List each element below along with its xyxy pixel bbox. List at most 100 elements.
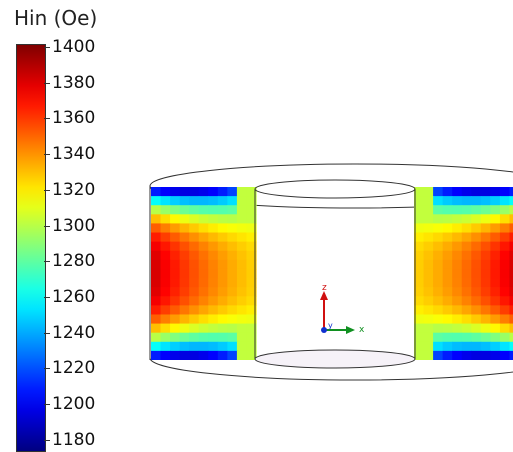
field-cell bbox=[433, 314, 444, 325]
field-cell bbox=[151, 205, 162, 215]
field-cell bbox=[179, 323, 190, 334]
field-cell bbox=[189, 214, 200, 225]
field-cell bbox=[461, 268, 472, 279]
z-arrowhead bbox=[320, 291, 328, 300]
field-cell bbox=[170, 232, 181, 243]
field-cell bbox=[217, 332, 228, 343]
field-cell bbox=[509, 214, 513, 225]
field-cell bbox=[246, 259, 257, 270]
field-cell bbox=[246, 232, 257, 243]
colorbar-tick-mark bbox=[44, 368, 50, 370]
field-cell bbox=[198, 187, 209, 197]
field-cell bbox=[208, 278, 219, 288]
field-cell bbox=[236, 305, 248, 316]
field-cell bbox=[461, 196, 472, 206]
field-cell bbox=[160, 214, 171, 225]
field-cell bbox=[414, 268, 425, 279]
field-cell bbox=[236, 241, 248, 252]
field-cell bbox=[490, 205, 501, 215]
field-cell bbox=[433, 341, 444, 352]
field-cell bbox=[461, 350, 472, 360]
field-cell bbox=[423, 241, 434, 252]
y-axis-label: y bbox=[328, 321, 333, 330]
colorbar-tick-label: 1360 bbox=[52, 108, 96, 129]
field-cell bbox=[189, 268, 200, 279]
field-cell bbox=[423, 278, 434, 288]
field-cell bbox=[227, 187, 238, 197]
field-cell bbox=[170, 187, 181, 197]
field-cell bbox=[490, 241, 501, 252]
field-cell bbox=[461, 341, 472, 352]
field-cell bbox=[442, 278, 453, 288]
field-cell bbox=[160, 314, 171, 325]
field-cell bbox=[217, 314, 228, 325]
field-cell bbox=[170, 287, 181, 297]
field-cell bbox=[179, 187, 190, 197]
field-cell bbox=[208, 323, 219, 334]
field-cell bbox=[236, 314, 248, 325]
field-cell bbox=[170, 314, 181, 325]
field-cell bbox=[499, 241, 511, 252]
field-cell bbox=[423, 296, 434, 306]
field-cell bbox=[414, 332, 425, 343]
field-cell bbox=[480, 350, 491, 360]
field-cell bbox=[461, 205, 472, 215]
field-cell bbox=[236, 332, 248, 343]
field-cell bbox=[170, 350, 181, 360]
field-cell bbox=[160, 323, 171, 334]
field-cell bbox=[151, 332, 162, 343]
field-cell bbox=[442, 268, 453, 279]
colorbar-tick-label: 1340 bbox=[52, 144, 96, 165]
colorbar-tick-label: 1180 bbox=[52, 429, 96, 450]
colorbar-tick-mark bbox=[44, 261, 50, 263]
field-cell bbox=[151, 250, 162, 261]
field-cell bbox=[442, 332, 453, 343]
field-cell bbox=[414, 314, 425, 325]
field-cell bbox=[480, 332, 491, 343]
field-cell bbox=[471, 250, 482, 261]
field-cell bbox=[433, 196, 444, 206]
field-cell bbox=[433, 278, 444, 288]
field-cell bbox=[471, 205, 482, 215]
field-cell bbox=[414, 250, 425, 261]
field-cell bbox=[490, 196, 501, 206]
field-cell bbox=[509, 278, 513, 288]
field-cell bbox=[198, 341, 209, 352]
field-cell bbox=[227, 287, 238, 297]
field-cell bbox=[452, 341, 463, 352]
field-cell bbox=[151, 196, 162, 206]
field-cell bbox=[151, 296, 162, 306]
field-cell bbox=[423, 214, 434, 225]
field-cell bbox=[217, 187, 228, 197]
field-cell bbox=[490, 314, 501, 325]
field-cell bbox=[423, 232, 434, 243]
field-cell bbox=[471, 332, 482, 343]
field-cell bbox=[151, 287, 162, 297]
colorbar-tick-mark bbox=[44, 118, 50, 120]
field-cell bbox=[471, 223, 482, 234]
inner-top-ellipse bbox=[254, 179, 416, 199]
field-cell bbox=[217, 350, 228, 360]
inner-bottom-ellipse bbox=[254, 349, 416, 369]
field-cell bbox=[452, 232, 463, 243]
field-cell bbox=[414, 241, 425, 252]
field-cell bbox=[461, 232, 472, 243]
field-cell bbox=[414, 223, 425, 234]
field-cell bbox=[452, 296, 463, 306]
field-cell bbox=[433, 232, 444, 243]
field-cell bbox=[442, 341, 453, 352]
field-cell bbox=[236, 223, 248, 234]
field-cell bbox=[170, 323, 181, 334]
field-cell bbox=[471, 259, 482, 270]
field-cell bbox=[414, 341, 425, 352]
field-cell bbox=[236, 296, 248, 306]
field-cell bbox=[509, 323, 513, 334]
field-cell bbox=[179, 232, 190, 243]
field-cell bbox=[461, 332, 472, 343]
field-cell bbox=[442, 196, 453, 206]
field-cell bbox=[170, 341, 181, 352]
field-cell bbox=[423, 350, 434, 360]
colorbar-title: Hin (Oe) bbox=[14, 6, 98, 30]
field-cell bbox=[189, 350, 200, 360]
field-cell bbox=[499, 332, 511, 343]
